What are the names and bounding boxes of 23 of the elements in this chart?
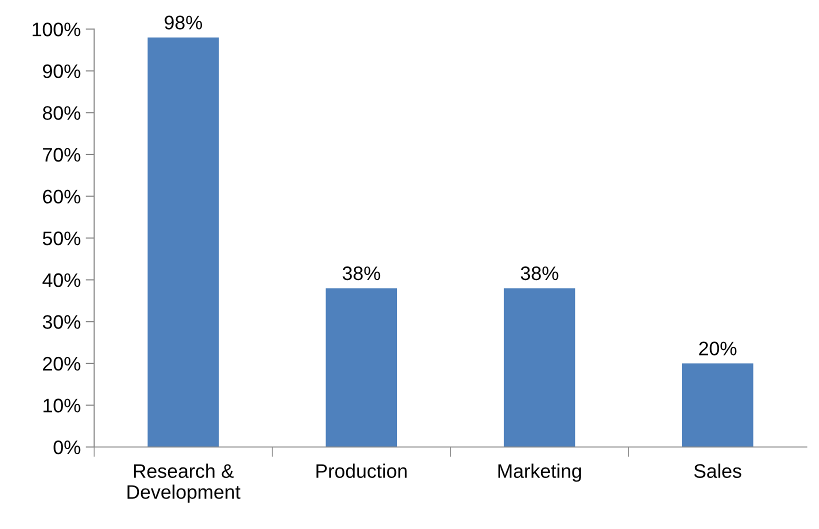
x-tick-label: Marketing — [498, 464, 581, 482]
x-tick-label: Sales — [694, 464, 742, 478]
bar — [148, 37, 219, 448]
data-label: 20% — [699, 342, 736, 356]
bar — [682, 363, 754, 448]
data-label: 38% — [520, 266, 558, 280]
bar — [504, 288, 576, 448]
x-tick-label: Production — [316, 464, 407, 478]
y-tick-label: 50% — [42, 232, 80, 246]
bar — [326, 288, 398, 448]
y-tick-label: 60% — [43, 190, 80, 204]
y-tick-label: 20% — [43, 356, 80, 371]
data-label: 38% — [342, 266, 380, 280]
y-tick-label: 80% — [42, 106, 80, 120]
y-tick-label: 100% — [32, 22, 80, 36]
y-tick-label: 90% — [42, 64, 80, 78]
y-tick-label: 70% — [43, 148, 80, 162]
y-tick-label: 0% — [54, 440, 80, 454]
y-tick-label: 10% — [44, 398, 80, 412]
y-tick-label: 40% — [42, 273, 80, 288]
y-tick-label: 30% — [42, 315, 80, 329]
data-label: 98% — [164, 16, 202, 30]
x-tick-label: Research & Development — [128, 464, 240, 503]
